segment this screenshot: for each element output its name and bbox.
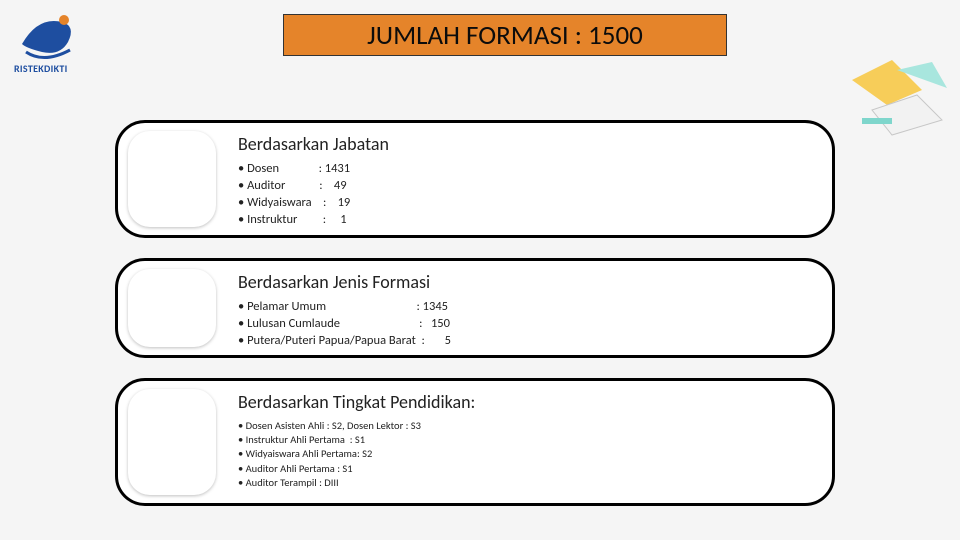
decorative-corner — [832, 40, 952, 150]
card-thumb — [128, 131, 216, 227]
list-item: Widyaiswara Ahli Pertama: S2 — [238, 447, 802, 461]
card-heading: Berdasarkan Tingkat Pendidikan: — [238, 391, 802, 413]
ristekdikti-icon — [14, 12, 94, 60]
title-bar: JUMLAH FORMASI : 1500 — [283, 14, 727, 56]
list-item: Dosen Asisten Ahli : S2, Dosen Lektor : … — [238, 419, 802, 433]
list-item: Instruktur Ahli Pertama : S1 — [238, 433, 802, 447]
list-item: Pelamar Umum : 1345 — [238, 299, 802, 316]
card-heading: Berdasarkan Jenis Formasi — [238, 271, 802, 293]
list-item: Auditor : 49 — [238, 178, 802, 195]
card-pendidikan: Berdasarkan Tingkat Pendidikan: Dosen As… — [115, 378, 835, 506]
list-item: Dosen : 1431 — [238, 161, 802, 178]
card-thumb — [128, 269, 216, 347]
card-thumb — [128, 389, 216, 495]
card-jabatan: Berdasarkan Jabatan Dosen : 1431 Auditor… — [115, 120, 835, 238]
list-item: Putera/Puteri Papua/Papua Barat : 5 — [238, 333, 802, 350]
list-item: Widyaiswara : 19 — [238, 195, 802, 212]
logo-label: RISTEKDIKTI — [14, 62, 94, 75]
list-item: Auditor Ahli Pertama : S1 — [238, 462, 802, 476]
card-jenis-formasi: Berdasarkan Jenis Formasi Pelamar Umum :… — [115, 258, 835, 358]
card-list: Dosen : 1431 Auditor : 49 Widyaiswara : … — [238, 161, 802, 229]
list-item: Lulusan Cumlaude : 150 — [238, 316, 802, 333]
list-item: Instruktur : 1 — [238, 212, 802, 229]
logo: RISTEKDIKTI — [14, 12, 94, 75]
title-text: JUMLAH FORMASI : 1500 — [367, 19, 643, 52]
card-list: Dosen Asisten Ahli : S2, Dosen Lektor : … — [238, 419, 802, 490]
card-heading: Berdasarkan Jabatan — [238, 133, 802, 155]
list-item: Auditor Terampil : DIII — [238, 476, 802, 490]
card-list: Pelamar Umum : 1345 Lulusan Cumlaude : 1… — [238, 299, 802, 350]
